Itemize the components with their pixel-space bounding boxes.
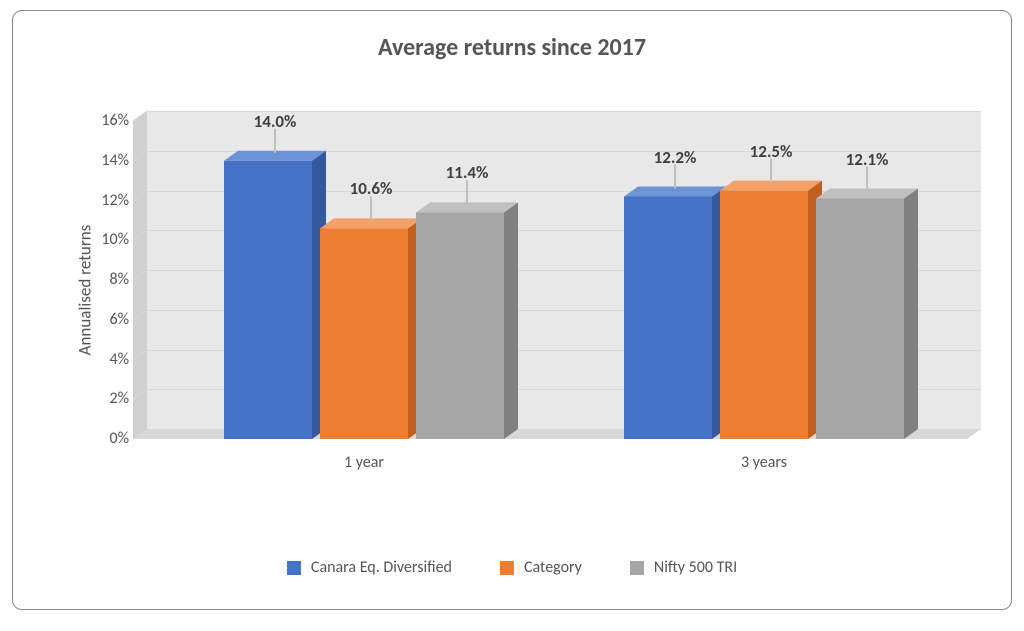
legend: Canara Eq. Diversified Category Nifty 500 … — [13, 558, 1011, 577]
chart-title: Average returns since 2017 — [13, 33, 1011, 62]
y-tick-label: 12% — [91, 191, 129, 210]
legend-swatch — [500, 561, 514, 575]
gridline — [147, 230, 981, 231]
y-tick-label: 14% — [91, 151, 129, 170]
data-label: 12.5% — [727, 141, 815, 162]
legend-swatch — [630, 561, 644, 575]
data-label: 10.6% — [327, 178, 415, 199]
plot-canvas: 0% 2% 4% 6% 8% 10% 12% 14% 16% 1 year 14.0% 10.6% 11… — [73, 91, 981, 489]
y-tick-label: 2% — [91, 389, 129, 408]
plot-area: Annualised returns 0%2%4%6%8%10%12%14%16… — [73, 91, 981, 489]
legend-item: Canara Eq. Diversified — [287, 558, 452, 577]
chart-container: Average returns since 2017 Annualised re… — [12, 10, 1012, 610]
data-label: 14.0% — [231, 111, 319, 132]
y-tick-label: 10% — [91, 230, 129, 249]
legend-item: Nifty 500 TRI — [630, 558, 737, 577]
category-label: 1 year — [224, 453, 504, 472]
gridline — [147, 270, 981, 271]
gridline — [147, 350, 981, 351]
legend-label: Category — [524, 558, 582, 577]
gridline — [147, 429, 981, 430]
gridline — [147, 389, 981, 390]
data-label: 12.1% — [823, 149, 911, 170]
y-tick-label: 16% — [91, 111, 129, 130]
y-tick-label: 4% — [91, 350, 129, 369]
legend-swatch — [287, 561, 301, 575]
category-label: 3 years — [624, 453, 904, 472]
y-tick-label: 6% — [91, 310, 129, 329]
legend-item: Category — [500, 558, 582, 577]
y-tick-label: 8% — [91, 270, 129, 289]
gridline — [147, 191, 981, 192]
gridline — [147, 310, 981, 311]
data-label: 12.2% — [631, 147, 719, 168]
legend-label: Canara Eq. Diversified — [311, 558, 452, 577]
y-tick-label: 0% — [91, 429, 129, 448]
legend-label: Nifty 500 TRI — [654, 558, 737, 577]
data-label: 11.4% — [423, 162, 511, 183]
